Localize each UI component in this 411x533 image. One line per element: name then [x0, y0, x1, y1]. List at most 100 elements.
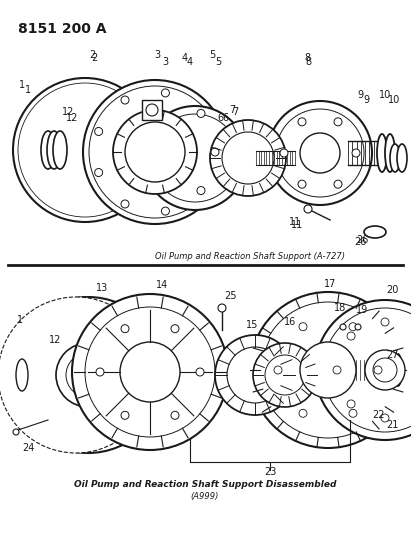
Circle shape — [222, 132, 274, 184]
Circle shape — [381, 318, 389, 326]
Circle shape — [218, 304, 226, 312]
Circle shape — [298, 118, 306, 126]
Text: 3: 3 — [154, 50, 160, 60]
Text: 3: 3 — [162, 57, 168, 67]
Text: 24: 24 — [22, 443, 34, 453]
Bar — [142, 100, 162, 120]
Circle shape — [95, 127, 103, 135]
Circle shape — [120, 342, 180, 402]
Text: 8: 8 — [304, 53, 310, 63]
Text: 12: 12 — [66, 113, 78, 123]
Text: 26: 26 — [356, 235, 368, 245]
Circle shape — [334, 118, 342, 126]
Ellipse shape — [16, 359, 28, 391]
Circle shape — [16, 303, 160, 447]
Circle shape — [334, 180, 342, 188]
Ellipse shape — [381, 354, 389, 386]
Text: 12: 12 — [62, 107, 74, 117]
Circle shape — [280, 149, 288, 157]
Text: 13: 13 — [96, 283, 108, 293]
Text: 23: 23 — [264, 467, 276, 477]
Circle shape — [85, 307, 215, 437]
Circle shape — [365, 350, 405, 390]
Text: 8151 200 A: 8151 200 A — [18, 22, 106, 36]
Circle shape — [211, 148, 219, 156]
Ellipse shape — [394, 354, 402, 386]
Circle shape — [323, 308, 411, 432]
Text: 4: 4 — [187, 57, 193, 67]
Text: 19: 19 — [356, 305, 368, 315]
Circle shape — [250, 292, 406, 448]
Ellipse shape — [377, 134, 387, 172]
Circle shape — [374, 366, 382, 374]
Circle shape — [121, 325, 129, 333]
Text: 9: 9 — [357, 90, 363, 100]
Text: 16: 16 — [284, 317, 296, 327]
Circle shape — [299, 409, 307, 417]
Ellipse shape — [41, 131, 55, 169]
Circle shape — [349, 409, 357, 417]
Text: 2: 2 — [89, 50, 95, 60]
Text: 26: 26 — [354, 237, 366, 247]
Text: 14: 14 — [156, 280, 168, 290]
Circle shape — [171, 411, 179, 419]
Circle shape — [113, 110, 197, 194]
Text: 5: 5 — [215, 57, 221, 67]
Text: 6: 6 — [217, 113, 223, 123]
Circle shape — [56, 343, 120, 407]
Circle shape — [121, 200, 129, 208]
Text: 20: 20 — [386, 285, 398, 295]
Text: 2: 2 — [91, 53, 97, 63]
Circle shape — [96, 368, 104, 376]
Circle shape — [13, 78, 157, 222]
Text: Oil Pump and Reaction Shaft Support Disassembled: Oil Pump and Reaction Shaft Support Disa… — [74, 480, 336, 489]
Circle shape — [13, 429, 19, 435]
Circle shape — [151, 114, 239, 202]
Circle shape — [162, 89, 169, 97]
Text: 17: 17 — [324, 279, 336, 289]
Circle shape — [299, 322, 307, 330]
Ellipse shape — [388, 354, 396, 386]
Ellipse shape — [390, 144, 400, 172]
Ellipse shape — [364, 226, 386, 238]
Text: Oil Pump and Reaction Shaft Support (A-727): Oil Pump and Reaction Shaft Support (A-7… — [155, 252, 345, 261]
Circle shape — [125, 122, 185, 182]
Text: 5: 5 — [209, 50, 215, 60]
Text: 4: 4 — [182, 53, 188, 63]
Circle shape — [300, 133, 340, 173]
Text: 12: 12 — [49, 335, 61, 345]
Circle shape — [143, 106, 247, 210]
Ellipse shape — [397, 144, 407, 172]
Circle shape — [276, 109, 364, 197]
Text: (A999): (A999) — [191, 492, 219, 501]
Text: 8: 8 — [305, 57, 311, 67]
Circle shape — [72, 294, 228, 450]
Circle shape — [298, 180, 306, 188]
Circle shape — [268, 101, 372, 205]
Circle shape — [95, 168, 103, 176]
Text: 15: 15 — [246, 320, 258, 330]
Circle shape — [347, 400, 355, 408]
Circle shape — [333, 366, 341, 374]
Circle shape — [196, 368, 204, 376]
Circle shape — [347, 332, 355, 340]
Text: 18: 18 — [334, 303, 346, 313]
Circle shape — [253, 343, 317, 407]
Circle shape — [83, 80, 227, 224]
Text: 11: 11 — [289, 217, 301, 227]
Circle shape — [373, 358, 397, 382]
Text: 7: 7 — [232, 107, 238, 117]
Circle shape — [10, 297, 166, 453]
Circle shape — [260, 302, 396, 438]
Circle shape — [304, 205, 312, 213]
Circle shape — [265, 355, 305, 395]
Text: 1: 1 — [17, 315, 23, 325]
Circle shape — [315, 300, 411, 440]
Circle shape — [340, 324, 346, 330]
Circle shape — [171, 325, 179, 333]
Circle shape — [352, 149, 360, 157]
Circle shape — [355, 324, 361, 330]
Text: 22: 22 — [372, 410, 384, 420]
Ellipse shape — [385, 134, 395, 172]
Circle shape — [274, 366, 282, 374]
